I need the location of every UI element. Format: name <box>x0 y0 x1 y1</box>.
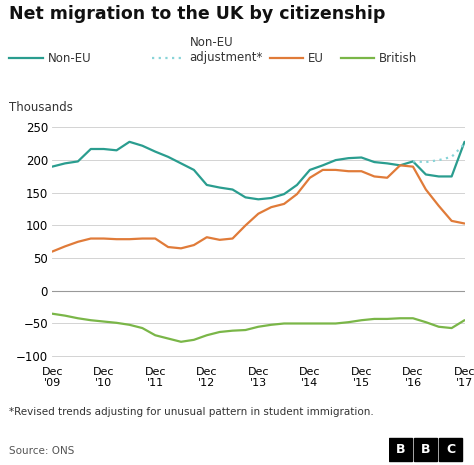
Text: *Revised trends adjusting for unusual pattern in student immigration.: *Revised trends adjusting for unusual pa… <box>9 407 374 417</box>
Text: Net migration to the UK by citizenship: Net migration to the UK by citizenship <box>9 5 386 23</box>
Text: Thousands: Thousands <box>9 101 73 114</box>
Text: C: C <box>447 444 456 456</box>
Text: Non-EU
adjustment*: Non-EU adjustment* <box>190 36 263 64</box>
Text: British: British <box>379 52 418 65</box>
Text: B: B <box>396 444 406 456</box>
Bar <box>390 438 412 461</box>
Bar <box>414 438 437 461</box>
Text: B: B <box>421 444 430 456</box>
Text: EU: EU <box>308 52 324 65</box>
Text: Source: ONS: Source: ONS <box>9 445 75 456</box>
Text: Non-EU: Non-EU <box>47 52 91 65</box>
Bar <box>439 438 462 461</box>
